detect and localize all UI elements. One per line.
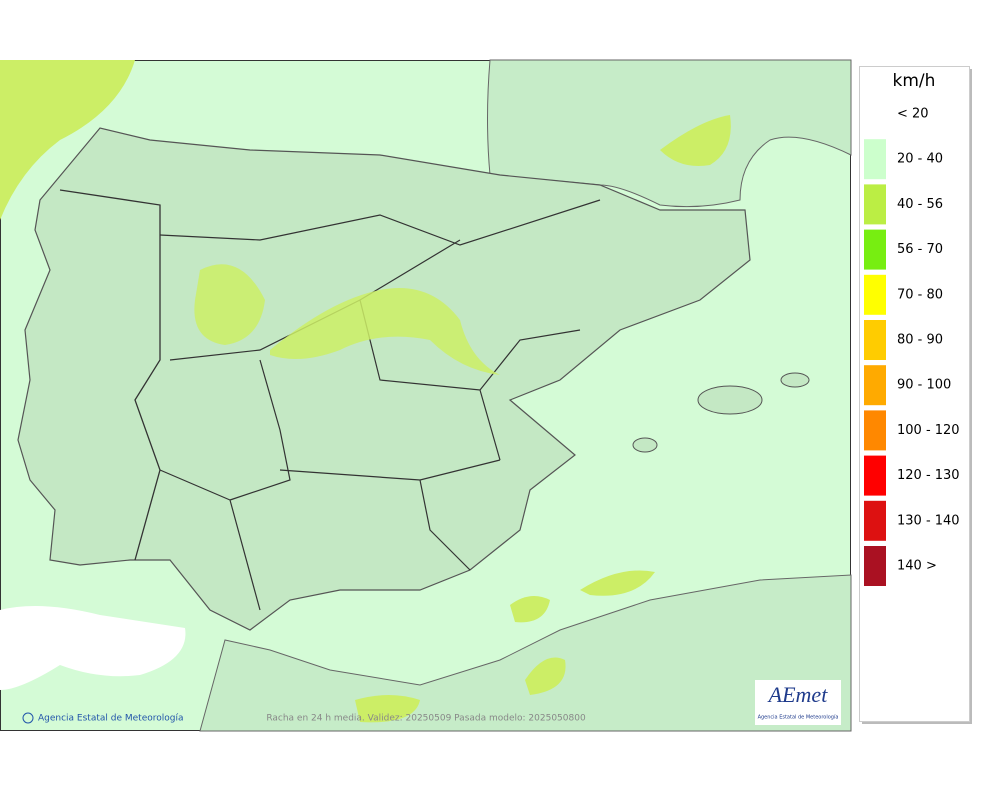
legend: km/h < 20 20 - 40 40 - 56 56 - 70 70 - 80 80 …: [859, 66, 972, 724]
legend-label: 140 >: [897, 559, 937, 574]
legend-label: 40 - 56: [897, 197, 943, 212]
logo-subtitle: Agencia Estatal de Meteorología: [758, 714, 839, 721]
legend-label: 80 - 90: [897, 333, 943, 348]
legend-swatch: [864, 410, 886, 451]
legend-swatch: [864, 139, 886, 180]
legend-label: < 20: [897, 107, 929, 122]
legend-label: 130 - 140: [897, 513, 960, 528]
legend-swatch: [864, 274, 886, 315]
logo: AEmet: [767, 682, 829, 707]
legend-swatch: [864, 229, 886, 270]
border: [59, 189, 161, 561]
patch: [525, 657, 566, 695]
patch: [270, 288, 500, 375]
island: [780, 372, 810, 388]
legend-swatch: [864, 455, 886, 496]
legend-label: 120 - 130: [897, 468, 960, 483]
legend-label: 20 - 40: [897, 152, 943, 167]
legend-swatch: [864, 500, 886, 541]
copyright-icon: [22, 712, 34, 724]
patch: [510, 596, 550, 623]
patch: [194, 264, 265, 345]
legend-swatch: [864, 546, 886, 586]
map: Agencia Estatal de Meteorología Racha en…: [0, 59, 852, 732]
legend-swatch: [864, 94, 886, 134]
island: [697, 385, 763, 415]
patch: [0, 60, 135, 220]
no-data: [0, 606, 186, 690]
patch: [580, 570, 655, 596]
legend-swatch: [864, 320, 886, 360]
africa: [199, 574, 852, 732]
credit: Agencia Estatal de Meteorología: [38, 714, 184, 724]
legend-label: 56 - 70: [897, 242, 943, 257]
legend-label: 100 - 120: [897, 423, 960, 438]
legend-label: 70 - 80: [897, 287, 943, 302]
legend-swatch: [864, 365, 886, 406]
island: [632, 437, 658, 453]
legend-swatch: [864, 184, 886, 225]
patch: [355, 695, 420, 723]
logo-box: [755, 680, 841, 725]
legend-label: 90 - 100: [897, 378, 951, 393]
legend-unit: km/h: [893, 71, 936, 91]
caption: Racha en 24 h media. Validez: 20250509 P…: [266, 714, 586, 724]
patch: [660, 115, 731, 166]
